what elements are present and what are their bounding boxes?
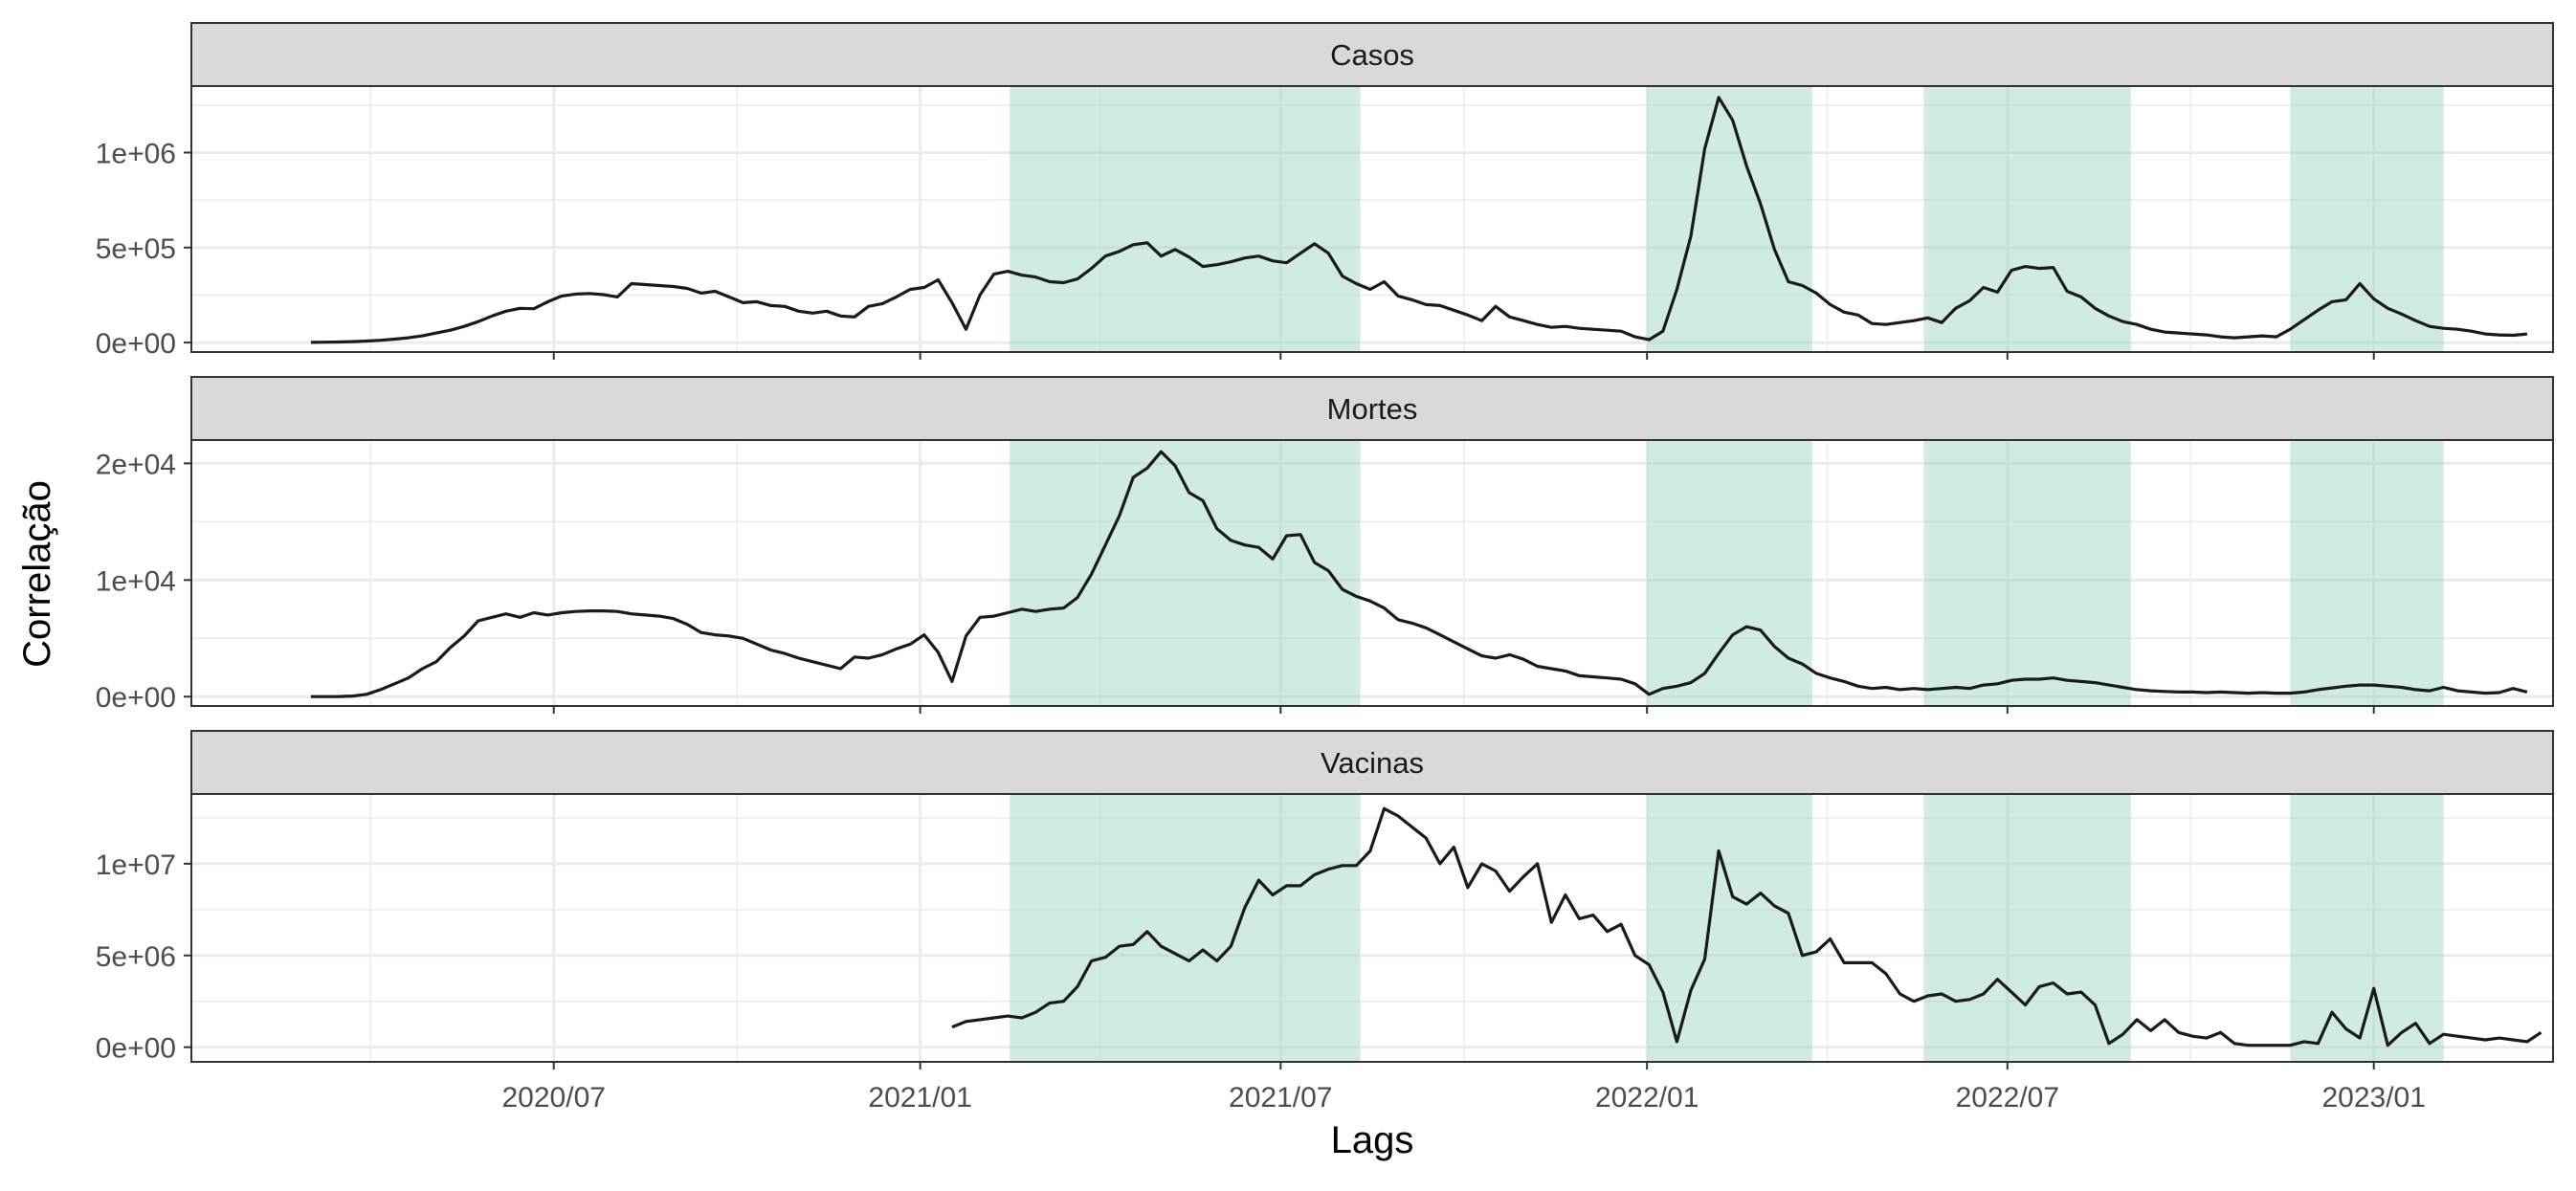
shaded-period-2 bbox=[1647, 86, 1812, 352]
facet-strip bbox=[190, 22, 2554, 87]
facet-strip-label: Casos bbox=[1330, 38, 1414, 72]
shaded-period-3 bbox=[1923, 794, 2131, 1062]
x-tick-label: 2022/01 bbox=[1595, 1082, 1699, 1114]
x-tick-label: 2021/07 bbox=[1229, 1082, 1332, 1114]
y-tick-label: 1e+04 bbox=[96, 565, 176, 597]
y-tick-label: 2e+04 bbox=[96, 449, 176, 480]
series-line-casos bbox=[310, 96, 2528, 344]
series-line-mortes bbox=[310, 450, 2528, 698]
facet-strip-label: Vacinas bbox=[1321, 746, 1424, 780]
panel-background bbox=[191, 86, 2553, 352]
panel-vacinas: Vacinas 0e+00 5e+06 1e+07 bbox=[96, 730, 2554, 1070]
panel-casos: Casos 0e+00 5e+05 1e+06 bbox=[96, 22, 2554, 360]
y-tick-label: 0e+00 bbox=[96, 682, 176, 714]
facet-strip-label: Mortes bbox=[1327, 392, 1418, 426]
x-axis-title: Lags bbox=[1331, 1119, 1414, 1161]
y-tick-label: 0e+00 bbox=[96, 1033, 176, 1065]
shaded-period-2 bbox=[1647, 440, 1812, 706]
y-tick-label: 1e+06 bbox=[96, 139, 176, 170]
shaded-period-2 bbox=[1647, 794, 1812, 1062]
x-tick-label: 2021/01 bbox=[868, 1082, 971, 1114]
panel-mortes: Mortes 0e+00 1e+04 2e+04 bbox=[96, 376, 2554, 714]
shaded-period-3 bbox=[1923, 440, 2131, 706]
shaded-period-1 bbox=[1010, 86, 1361, 352]
shaded-period-4 bbox=[2290, 794, 2444, 1062]
series-line-vacinas bbox=[951, 806, 2543, 1048]
shaded-period-4 bbox=[2290, 440, 2444, 706]
y-tick-label: 1e+07 bbox=[96, 849, 176, 881]
x-tick-label: 2022/07 bbox=[1956, 1082, 2059, 1114]
facet-strip bbox=[190, 730, 2554, 795]
y-tick-label: 5e+06 bbox=[96, 941, 176, 973]
shaded-period-1 bbox=[1010, 794, 1361, 1062]
shaded-period-1 bbox=[1010, 440, 1361, 706]
x-tick-label: 2020/07 bbox=[502, 1082, 606, 1114]
y-tick-label: 5e+05 bbox=[96, 233, 176, 265]
y-tick-label: 0e+00 bbox=[96, 328, 176, 360]
panel-background bbox=[191, 794, 2553, 1062]
y-axis-title: Correlação bbox=[16, 480, 58, 668]
x-tick-label: 2023/01 bbox=[2321, 1082, 2425, 1114]
panel-background bbox=[191, 440, 2553, 706]
facet-strip bbox=[190, 376, 2554, 441]
shaded-period-4 bbox=[2290, 86, 2444, 352]
